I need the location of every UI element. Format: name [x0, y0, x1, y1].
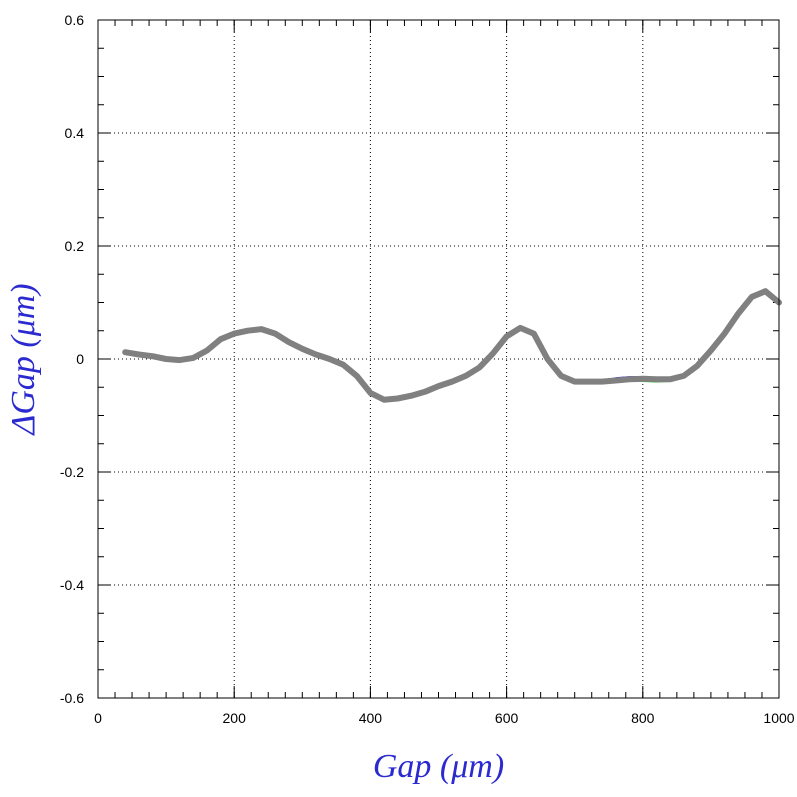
y-tick-label: 0.6 [65, 12, 85, 28]
y-tick-label: 0.2 [65, 238, 85, 254]
x-axis-title: Gap (μm) [373, 748, 504, 785]
x-tick-label: 1000 [763, 710, 794, 726]
y-tick-label: -0.4 [60, 577, 84, 593]
y-tick-labels: 0.6 0.4 0.2 0 -0.2 -0.4 -0.6 [60, 12, 84, 706]
y-tick-label: 0.4 [65, 125, 85, 141]
y-tick-label: -0.2 [60, 464, 84, 480]
minor-ticks [97, 19, 780, 699]
x-tick-label: 0 [94, 710, 102, 726]
y-tick-label: 0 [76, 351, 84, 367]
plot-frame [97, 19, 780, 699]
x-tick-label: 200 [223, 710, 247, 726]
x-tick-label: 600 [495, 710, 519, 726]
x-tick-label: 800 [631, 710, 655, 726]
series-layer [122, 288, 782, 403]
x-tick-labels: 0 200 400 600 800 1000 [94, 710, 795, 726]
y-axis-title: ΔGap (μm) [5, 283, 42, 436]
grid [98, 20, 779, 698]
y-tick-label: -0.6 [60, 690, 84, 706]
series-line-4 [122, 288, 782, 403]
x-tick-label: 400 [359, 710, 383, 726]
